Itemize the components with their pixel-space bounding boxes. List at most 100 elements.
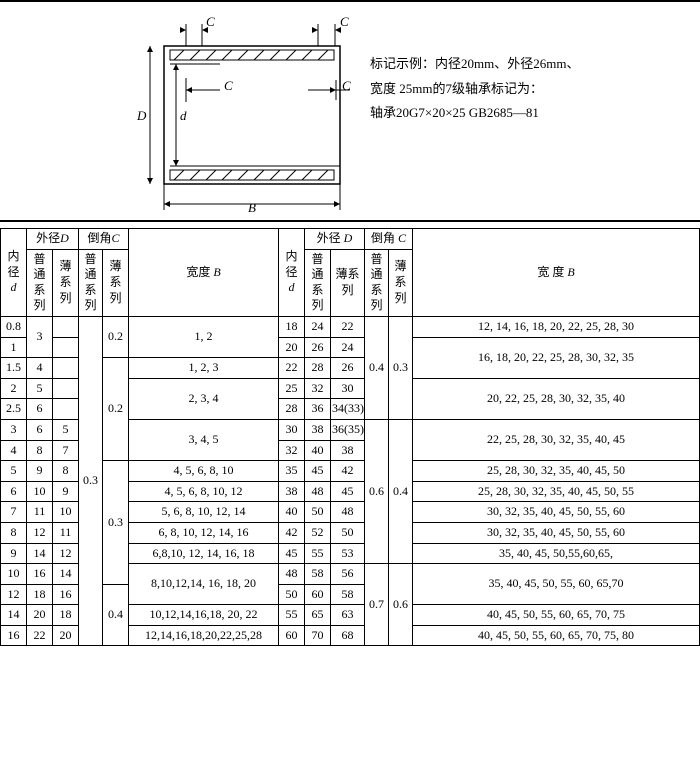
label-c-il: C: [224, 78, 233, 94]
hdr-Dp-l: 普通系列: [27, 249, 53, 316]
hdr-B-l: 宽度: [186, 265, 210, 279]
table-cell: 0.6: [365, 419, 389, 563]
table-cell: 5: [53, 419, 79, 440]
hdr-Cp-l: 普通系列: [79, 249, 103, 316]
table-cell: [53, 399, 79, 420]
table-cell: 34(33): [331, 399, 365, 420]
table-cell: 30, 32, 35, 40, 45, 50, 55, 60: [413, 502, 700, 523]
table-cell: 48: [331, 502, 365, 523]
label-c-tr: C: [340, 14, 349, 30]
table-cell: 26: [331, 358, 365, 379]
label-d: d: [180, 108, 187, 124]
hdr-Cb-l: 薄系列: [103, 249, 129, 316]
table-cell: 6,8,10, 12, 14, 16, 18: [129, 543, 279, 564]
hdr-Cp-r: 普通系列: [365, 249, 389, 316]
table-cell: 10: [1, 564, 27, 585]
table-cell: 26: [305, 337, 331, 358]
table-cell: 8: [1, 522, 27, 543]
table-cell: 25: [279, 378, 305, 399]
hdr-Bl-r: 宽 度: [537, 265, 564, 279]
table-cell: 18: [27, 584, 53, 605]
hdr-d-sym-r: d: [289, 280, 295, 294]
table-cell: 16: [27, 564, 53, 585]
table-cell: [53, 337, 79, 358]
table-cell: 45: [279, 543, 305, 564]
table-cell: 70: [305, 625, 331, 646]
table-cell: 48: [279, 564, 305, 585]
table-cell: 22: [27, 625, 53, 646]
table-cell: 20: [53, 625, 79, 646]
table-row: 5980.34, 5, 6, 8, 1035454225, 28, 30, 32…: [1, 461, 700, 482]
table-cell: 14: [53, 564, 79, 585]
table-cell: 9: [53, 481, 79, 502]
table-cell: 14: [27, 543, 53, 564]
table-cell: 11: [53, 522, 79, 543]
table-cell: 11: [27, 502, 53, 523]
table-cell: 40, 45, 50, 55, 60, 65, 70, 75: [413, 605, 700, 626]
hdr-Dp-r: 普通系列: [305, 249, 331, 316]
table-cell: 0.6: [389, 564, 413, 646]
table-cell: 35: [279, 461, 305, 482]
table-cell: 2.5: [1, 399, 27, 420]
table-cell: 58: [305, 564, 331, 585]
table-cell: 0.7: [365, 564, 389, 646]
table-cell: 24: [331, 337, 365, 358]
table-cell: 40, 45, 50, 55, 60, 65, 70, 75, 80: [413, 625, 700, 646]
table-cell: 10: [27, 481, 53, 502]
table-cell: 52: [305, 522, 331, 543]
table-cell: 12: [27, 522, 53, 543]
table-cell: 25, 28, 30, 32, 35, 40, 45, 50, 55: [413, 481, 700, 502]
hdr-C-sym-l: C: [112, 231, 120, 245]
table-cell: 35, 40, 45, 50, 55, 60, 65,70: [413, 564, 700, 605]
table-cell: 0.4: [103, 584, 129, 646]
hdr-B-sym-l: B: [213, 265, 220, 279]
table-cell: 30: [279, 419, 305, 440]
table-cell: 0.4: [389, 419, 413, 563]
hdr-Db-l: 薄系列: [53, 249, 79, 316]
table-cell: 45: [331, 481, 365, 502]
table-cell: 55: [279, 605, 305, 626]
table-cell: 0.3: [103, 461, 129, 585]
table-cell: [53, 316, 79, 337]
table-cell: 38: [305, 419, 331, 440]
table-cell: 1.5: [1, 358, 27, 379]
hdr-C-sym-r: C: [398, 231, 406, 245]
note-line-1: 标记示例：内径20mm、外径26mm、: [370, 52, 690, 77]
table-cell: 5: [1, 461, 27, 482]
table-cell: 14: [1, 605, 27, 626]
table-cell: 5: [27, 378, 53, 399]
table-cell: 8,10,12,14, 16, 18, 20: [129, 564, 279, 605]
diagram-container: C C C C D d B: [0, 10, 360, 216]
note-line-3: 轴承20G7×20×25 GB2685—81: [370, 101, 690, 126]
table-cell: 20: [27, 605, 53, 626]
table-cell: 8: [53, 461, 79, 482]
hdr-D-sym-l: D: [60, 231, 69, 245]
table-head: 内径d 外径D 倒角C 宽度 B 内径d 外径 D 倒角 C 宽 度 B 普通系…: [1, 229, 700, 317]
table-cell: 22: [331, 316, 365, 337]
table-cell: 6: [27, 399, 53, 420]
table-cell: 2, 3, 4: [129, 378, 279, 419]
table-cell: 6: [27, 419, 53, 440]
table-cell: 0.8: [1, 316, 27, 337]
label-D: D: [137, 108, 146, 124]
table-cell: 0.4: [365, 316, 389, 419]
table-cell: 50: [279, 584, 305, 605]
table-cell: 16, 18, 20, 22, 25, 28, 30, 32, 35: [413, 337, 700, 378]
table-cell: 30, 32, 35, 40, 45, 50, 55, 60: [413, 522, 700, 543]
table-cell: 12: [53, 543, 79, 564]
table-cell: 60: [305, 584, 331, 605]
table-cell: 9: [1, 543, 27, 564]
table-cell: 6: [1, 481, 27, 502]
table-cell: 42: [331, 461, 365, 482]
table-cell: 24: [305, 316, 331, 337]
table-cell: 4: [1, 440, 27, 461]
table-cell: 22, 25, 28, 30, 32, 35, 40, 45: [413, 419, 700, 460]
table-cell: [53, 358, 79, 379]
table-cell: 32: [305, 378, 331, 399]
table-cell: 53: [331, 543, 365, 564]
table-cell: 0.3: [389, 316, 413, 419]
table-cell: 40: [279, 502, 305, 523]
table-cell: 58: [331, 584, 365, 605]
table-cell: 38: [279, 481, 305, 502]
hdr-B-sym-r: B: [567, 265, 574, 279]
